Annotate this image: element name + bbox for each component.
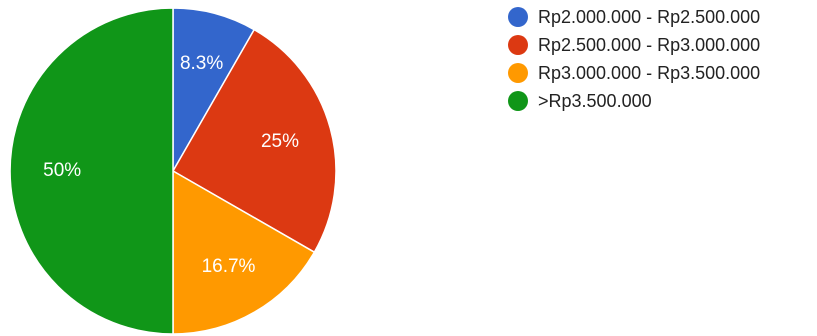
slice-percent-label: 50% — [43, 160, 81, 181]
legend-item[interactable]: Rp2.000.000 - Rp2.500.000 — [508, 4, 760, 30]
legend-swatch-icon — [508, 63, 528, 83]
slice-percent-label: 8.3% — [180, 53, 223, 74]
legend-item[interactable]: Rp3.000.000 - Rp3.500.000 — [508, 60, 760, 86]
pie-slice[interactable] — [171, 28, 337, 254]
legend-swatch-icon — [508, 7, 528, 27]
legend-label: >Rp3.500.000 — [538, 90, 652, 111]
legend-swatch-icon — [508, 91, 528, 111]
legend-label: Rp2.500.000 - Rp3.000.000 — [538, 34, 761, 55]
legend-swatch-icon — [508, 35, 528, 55]
legend-label: Rp2.000.000 - Rp2.500.000 — [538, 6, 761, 27]
slice-percent-label: 16.7% — [202, 256, 256, 277]
legend-item[interactable]: Rp2.500.000 - Rp3.000.000 — [508, 32, 760, 58]
legend-label: Rp3.000.000 - Rp3.500.000 — [538, 62, 761, 83]
slice-percent-label: 25% — [261, 131, 299, 152]
pie-slice[interactable] — [9, 7, 174, 335]
pie-plot: 8.3% 25% 16.7% 50% — [9, 7, 337, 335]
pie-slice[interactable] — [172, 169, 316, 335]
legend-item[interactable]: >Rp3.500.000 — [508, 88, 760, 114]
legend: Rp2.000.000 - Rp2.500.000 Rp2.500.000 - … — [508, 4, 760, 116]
